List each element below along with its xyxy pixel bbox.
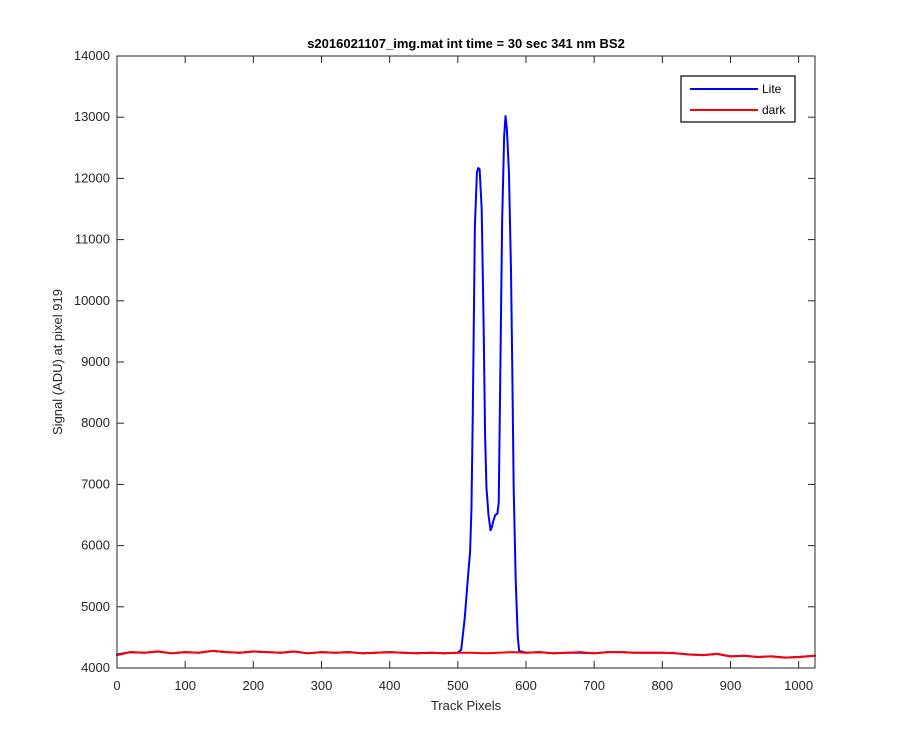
x-tick-label: 200 <box>242 678 264 693</box>
series-line-dark <box>116 649 816 659</box>
y-tick-label: 11000 <box>75 232 110 247</box>
y-tick-label: 8000 <box>81 415 110 430</box>
legend-label-lite: Lite <box>762 82 782 96</box>
y-tick-label: 13000 <box>74 109 110 124</box>
x-tick-label: 500 <box>447 678 469 693</box>
y-axis-ticks: 4000 5000 6000 7000 8000 9000 10000 11000 12000 1… <box>74 48 815 675</box>
x-tick-label: 800 <box>651 678 673 693</box>
x-axis-label: Track Pixels <box>431 698 502 713</box>
y-tick-label: 14000 <box>74 48 110 63</box>
y-tick-label: 12000 <box>74 170 110 185</box>
y-tick-label: 5000 <box>81 599 110 614</box>
plot-frame <box>116 55 816 669</box>
legend-label-dark: dark <box>762 103 786 117</box>
x-axis-ticks: 0 100 200 300 400 500 600 700 800 900 1000 <box>113 56 813 693</box>
y-tick-label: 9000 <box>81 354 110 369</box>
plot-area-background <box>117 56 815 668</box>
series-layer <box>116 114 816 659</box>
y-tick-label: 6000 <box>81 538 110 553</box>
chart-title: s2016021107_img.mat int time = 30 sec 34… <box>307 36 625 51</box>
x-tick-label: 0 <box>113 678 120 693</box>
x-tick-label: 400 <box>379 678 401 693</box>
y-tick-label: 10000 <box>74 293 110 308</box>
legend-box <box>680 75 796 123</box>
x-tick-label: 600 <box>515 678 537 693</box>
y-tick-label: 4000 <box>81 660 110 675</box>
y-axis-label: Signal (ADU) at pixel 919 <box>50 289 65 435</box>
legend: Lite dark <box>680 75 796 123</box>
x-tick-label: 100 <box>174 678 196 693</box>
x-tick-label: 1000 <box>784 678 813 693</box>
x-tick-label: 300 <box>311 678 333 693</box>
y-tick-label: 7000 <box>81 476 110 491</box>
x-tick-label: 900 <box>720 678 742 693</box>
x-tick-label: 700 <box>583 678 605 693</box>
